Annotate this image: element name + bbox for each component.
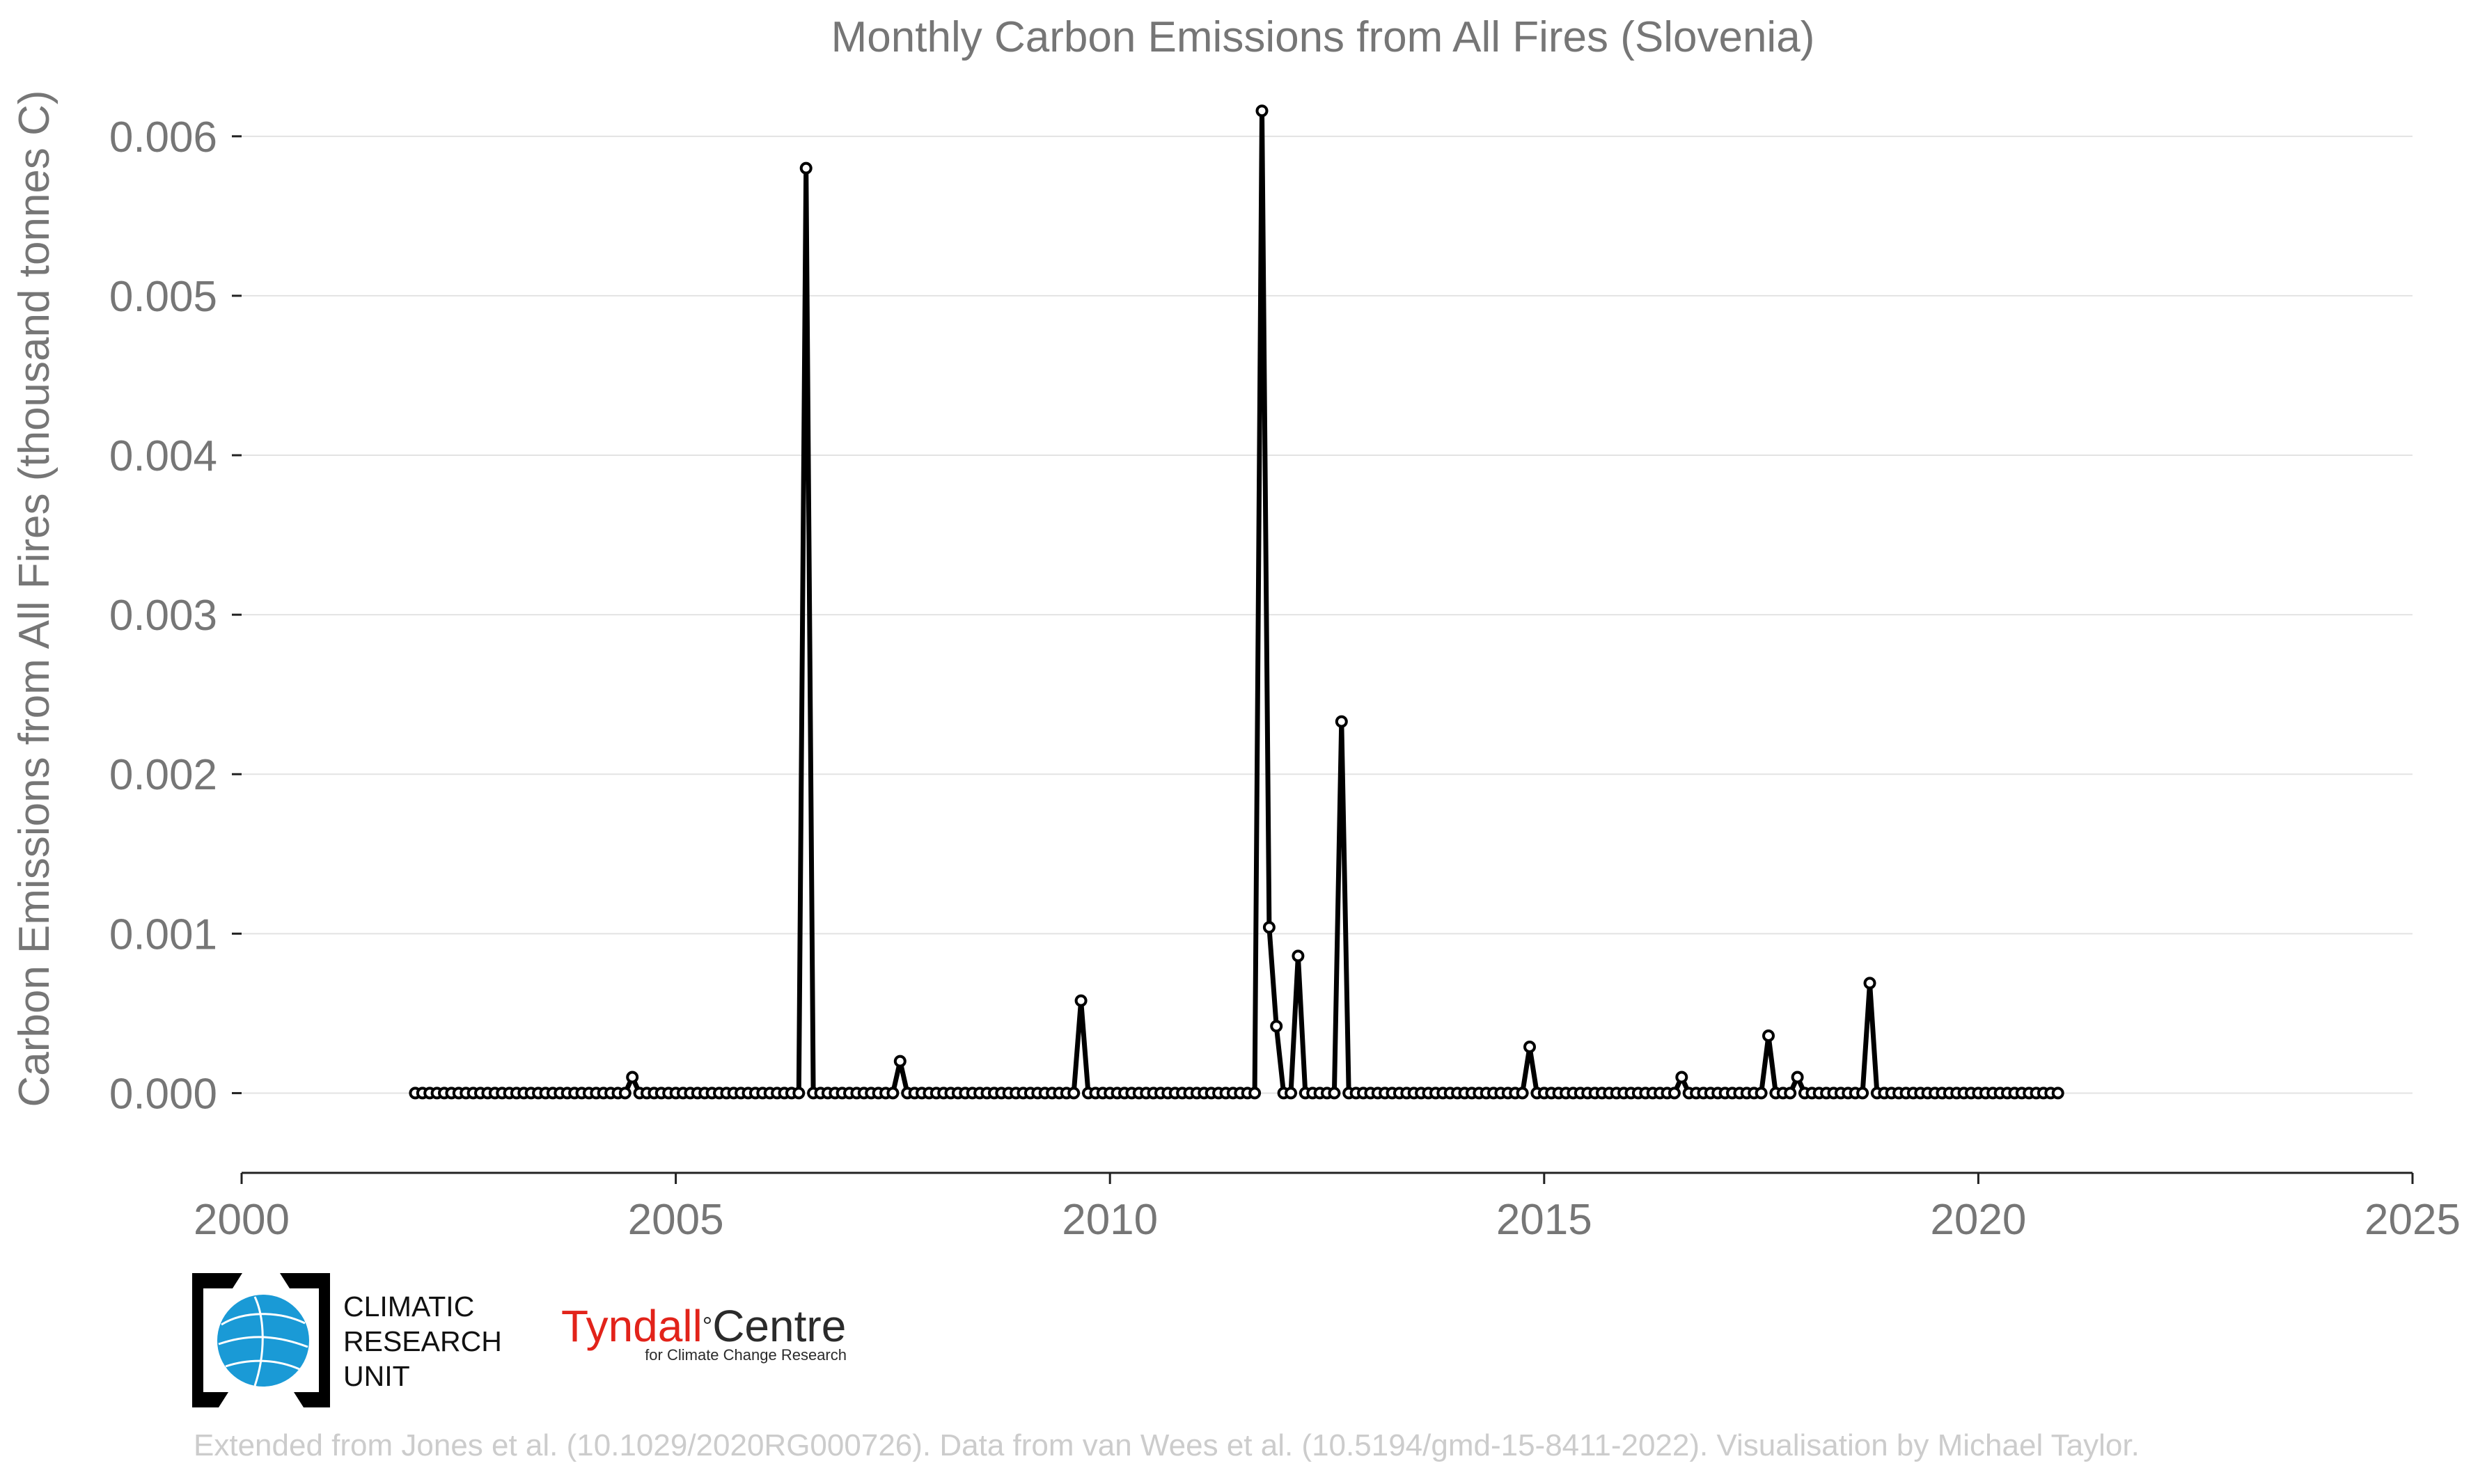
data-point: [1270, 1020, 1283, 1033]
data-point: [1285, 1087, 1297, 1100]
tyndall-logo: Tyndall°Centre for Climate Change Resear…: [561, 1302, 847, 1364]
data-point: [1523, 1041, 1536, 1053]
data-point: [1784, 1087, 1797, 1100]
data-point: [618, 1087, 632, 1100]
data-point: [886, 1087, 900, 1100]
tyndall-degree: °: [702, 1311, 713, 1340]
data-point: [1067, 1087, 1081, 1100]
y-tick-label: 0.006: [109, 113, 217, 161]
x-tick-label: 2005: [628, 1196, 724, 1244]
x-axis-ticks: 2000 2005 2010 2015 2020 2025: [194, 1173, 2461, 1244]
data-point: [799, 161, 813, 175]
data-point: [1255, 104, 1269, 118]
cru-name: CLIMATIC RESEARCH UNIT: [343, 1289, 502, 1394]
data-point: [1856, 1087, 1869, 1100]
data-point: [1292, 949, 1305, 963]
data-point: [1791, 1071, 1804, 1084]
y-tick-label: 0.002: [109, 751, 217, 799]
gridlines: [242, 135, 2413, 1094]
cru-logo: [188, 1269, 334, 1415]
data-point: [1668, 1087, 1681, 1100]
cru-line-1: CLIMATIC: [343, 1290, 475, 1323]
globe-icon: [192, 1273, 330, 1407]
centre-word: Centre: [712, 1301, 847, 1351]
data-point: [2051, 1087, 2064, 1100]
y-tick-label: 0.004: [109, 432, 217, 480]
credit-line: Extended from Jones et al. (10.1029/2020…: [194, 1428, 2140, 1462]
tyndall-word: Tyndall: [561, 1301, 703, 1351]
data-point: [792, 1087, 806, 1100]
data-point: [1755, 1087, 1768, 1100]
y-axis-label: Carbon Emissions from All Fires (thousan…: [10, 90, 58, 1107]
data-point: [1074, 994, 1088, 1007]
data-point: [1863, 977, 1876, 990]
y-tick-label: 0.000: [109, 1070, 217, 1118]
x-tick-label: 2010: [1062, 1196, 1158, 1244]
data-point: [1335, 715, 1348, 728]
y-tick-label: 0.003: [109, 592, 217, 640]
data-point: [1516, 1087, 1529, 1100]
series-line: [415, 108, 2058, 1096]
cru-line-2: RESEARCH: [343, 1325, 502, 1357]
data-point: [1248, 1087, 1262, 1100]
x-tick-label: 2020: [1930, 1196, 2026, 1244]
data-point: [1328, 1087, 1341, 1100]
data-point: [1675, 1071, 1688, 1084]
x-tick-label: 2000: [194, 1196, 290, 1244]
y-tick-label: 0.001: [109, 910, 217, 958]
tyndall-subtitle: for Climate Change Research: [645, 1346, 847, 1364]
data-point: [893, 1055, 907, 1068]
y-axis-ticks: 0.000 0.001 0.002 0.003 0.004 0.005 0.006: [109, 113, 242, 1118]
chart-title: Monthly Carbon Emissions from All Fires …: [831, 13, 1815, 61]
data-point: [1762, 1029, 1775, 1042]
x-tick-label: 2015: [1496, 1196, 1592, 1244]
series-points: [409, 104, 2064, 1100]
data-point: [1262, 921, 1276, 934]
x-tick-label: 2025: [2364, 1196, 2461, 1244]
y-tick-label: 0.005: [109, 273, 217, 321]
cru-line-3: UNIT: [343, 1360, 410, 1392]
data-point: [626, 1071, 639, 1084]
